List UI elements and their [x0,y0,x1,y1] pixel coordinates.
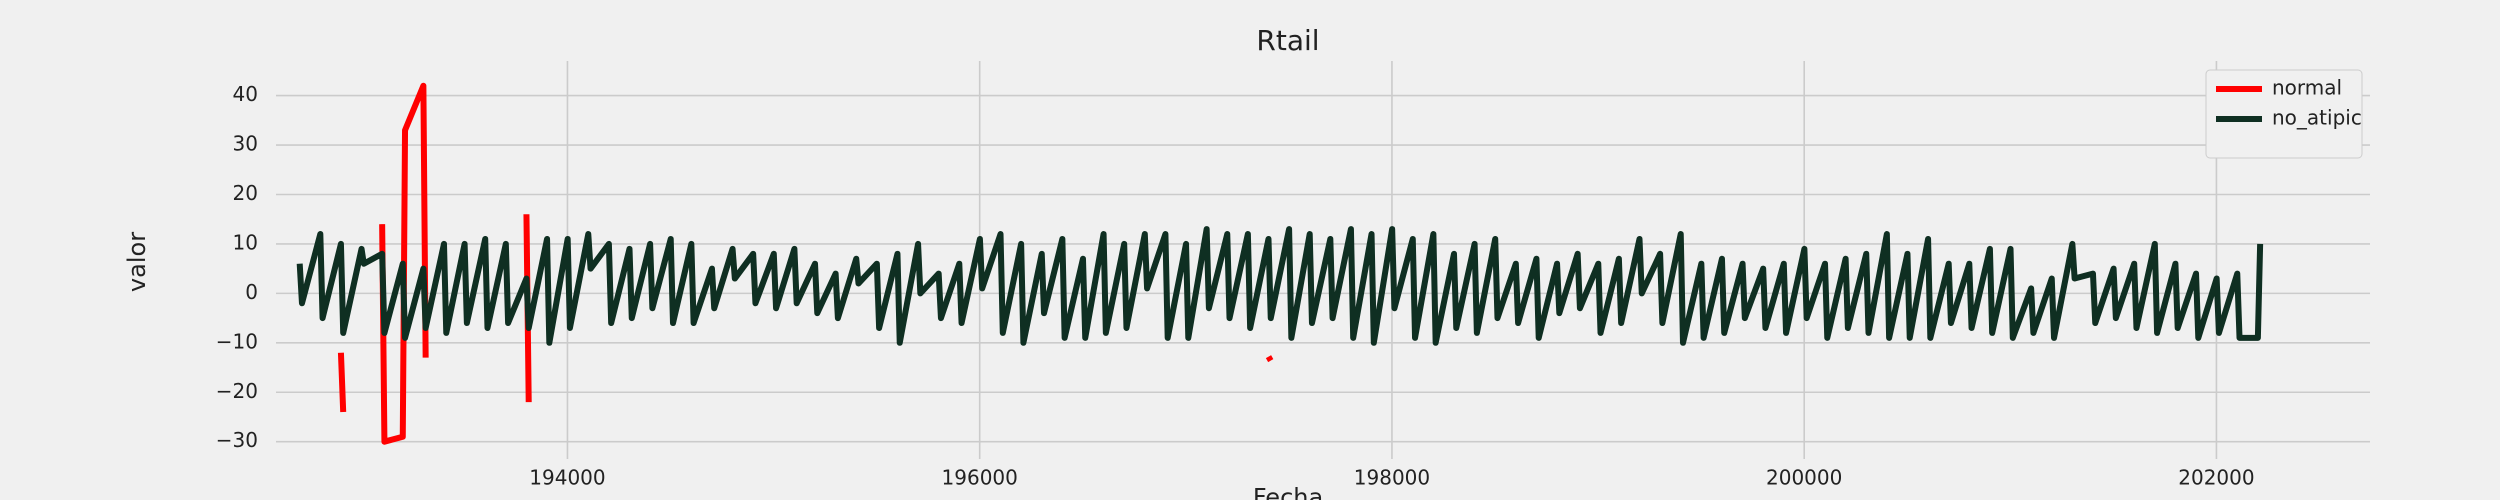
y-tick-label: 20 [233,181,258,205]
y-axis-label: valor [123,232,151,292]
y-tick-label: 30 [233,132,258,156]
chart-title: Rtail [1256,24,1319,57]
y-tick-label: −30 [216,428,258,452]
y-tick-label: −20 [216,379,258,403]
legend-label: no_atipic [2272,106,2362,130]
x-tick-label: 194000 [529,466,605,490]
y-tick-label: 40 [233,82,258,106]
x-tick-label: 200000 [1766,466,1842,490]
x-tick-label: 202000 [2178,466,2254,490]
x-axis-label: Fecha [1253,484,1323,500]
line-no-atipic [296,226,2264,346]
y-tick-label: 10 [233,230,258,254]
y-tick-label: 0 [245,280,258,304]
y-tick-label: −10 [216,329,258,353]
x-tick-label: 196000 [942,466,1018,490]
x-tick-label: 198000 [1354,466,1430,490]
legend-label: normal [2272,76,2342,100]
legend: normal no_atipic [2205,69,2363,159]
